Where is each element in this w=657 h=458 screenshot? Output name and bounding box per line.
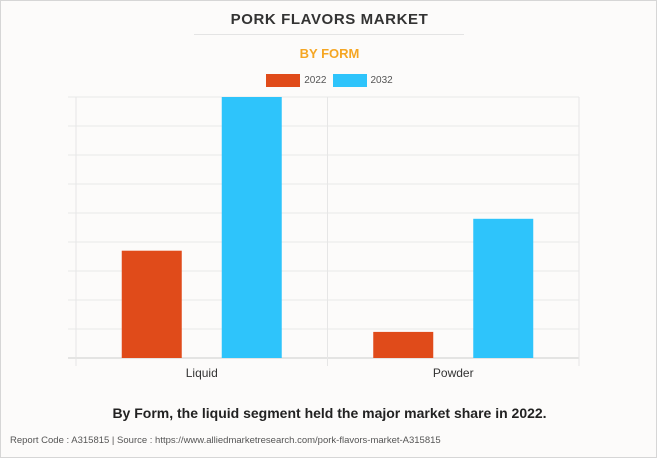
- legend-label-2032: 2032: [370, 75, 393, 86]
- bar-2022-powder: [373, 331, 434, 358]
- source-footer: Report Code : A315815 | Source : https:/…: [10, 435, 441, 446]
- bar-2032-liquid: [221, 97, 282, 358]
- legend-swatch-2032: [332, 74, 367, 87]
- bar-2032-powder: [473, 218, 534, 358]
- legend-swatch-2022: [266, 74, 301, 87]
- chart-legend: 2022 2032: [1, 74, 657, 87]
- legend-item-2022[interactable]: 2022: [266, 74, 327, 87]
- x-axis-labels: Liquid Powder: [186, 366, 474, 380]
- legend-label-2022: 2022: [304, 75, 327, 86]
- x-tick-label: Liquid: [186, 366, 218, 380]
- legend-item-2032[interactable]: 2032: [332, 74, 393, 87]
- bar-chart: Liquid Powder: [68, 96, 580, 380]
- x-tick-label: Powder: [433, 366, 474, 380]
- chart-subtitle: BY FORM: [299, 46, 360, 61]
- title-divider: [194, 34, 464, 35]
- chart-caption: By Form, the liquid segment held the maj…: [112, 405, 547, 421]
- chart-bars: [121, 97, 534, 358]
- chart-title: PORK FLAVORS MARKET: [230, 11, 429, 28]
- bar-2022-liquid: [121, 250, 182, 358]
